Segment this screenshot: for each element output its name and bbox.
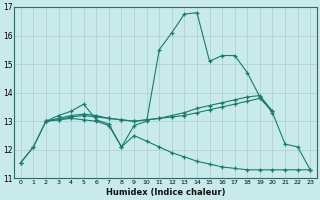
X-axis label: Humidex (Indice chaleur): Humidex (Indice chaleur) xyxy=(106,188,225,197)
